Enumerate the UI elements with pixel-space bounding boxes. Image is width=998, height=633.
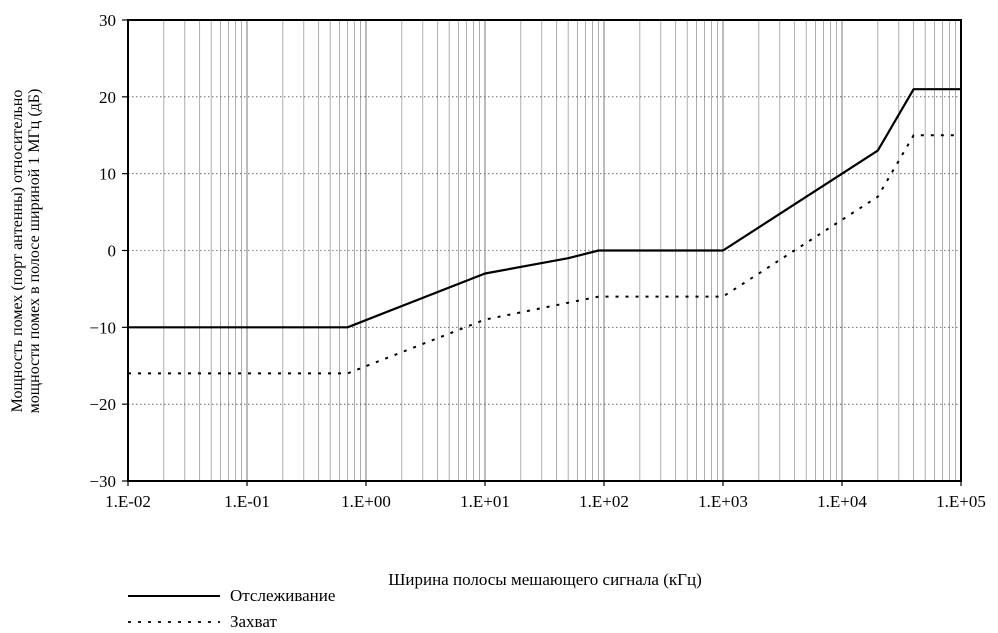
x-tick-labels: 1.E-02 1.E-01 1.E+00 1.E+01 1.E+02 1.E+03 1.E+…	[105, 481, 986, 511]
x-tick-label: 1.E+01	[460, 492, 510, 511]
series-line-tracking	[128, 88, 961, 329]
x-tick-label: 1.E+03	[698, 492, 748, 511]
legend: Отслеживание Захват	[128, 586, 335, 631]
legend-label-tracking: Отслеживание	[230, 586, 335, 605]
y-axis-title-line-2: мощности помех в полосе шириной 1 МГц (д…	[26, 89, 43, 414]
x-tick-label: 1.E+05	[936, 492, 986, 511]
x-axis-title: Ширина полосы мешающего сигнала (кГц)	[388, 570, 702, 589]
x-tick-label: 1.E-02	[105, 492, 151, 511]
series-lines	[128, 88, 961, 375]
y-tick-label: 30	[99, 11, 116, 30]
y-axis-title-line-1: Мощность помех (порт антенны) относитель…	[9, 90, 26, 413]
y-tick-label: 0	[108, 242, 117, 261]
x-tick-label: 1.E+02	[579, 492, 629, 511]
y-tick-label: 20	[99, 88, 116, 107]
x-tick-label: 1.E-01	[224, 492, 270, 511]
y-tick-label: −20	[89, 395, 116, 414]
series-line-capture	[128, 134, 961, 375]
y-tick-label: −10	[89, 318, 116, 337]
legend-label-capture: Захват	[230, 612, 277, 631]
x-tick-label: 1.E+00	[341, 492, 391, 511]
y-tick-label: 10	[99, 165, 116, 184]
y-tick-labels: 30 20 10 0 −10 −20 −30	[89, 11, 128, 491]
y-axis-title: Мощность помех (порт антенны) относитель…	[9, 89, 43, 414]
y-tick-label: −30	[89, 472, 116, 491]
x-tick-label: 1.E+04	[817, 492, 867, 511]
grid	[128, 20, 961, 481]
